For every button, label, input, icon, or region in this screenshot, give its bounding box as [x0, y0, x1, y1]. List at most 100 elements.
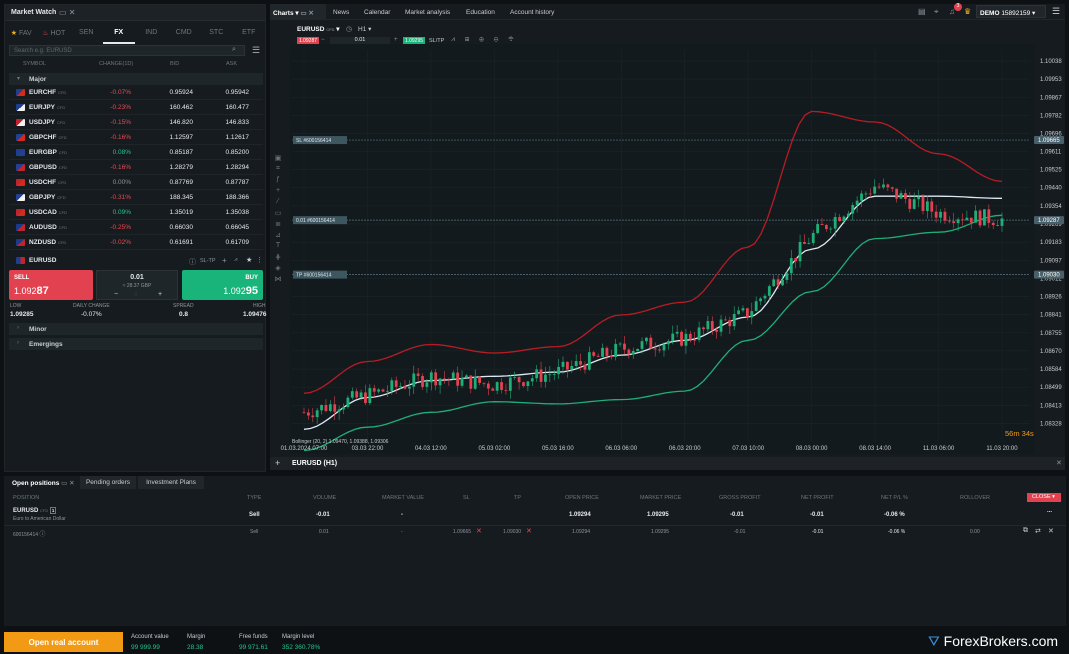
tab-sen[interactable]: SEN — [79, 29, 94, 36]
col-bid[interactable]: BID — [170, 61, 180, 67]
tab-education[interactable]: Education — [466, 9, 495, 16]
search-icon[interactable]: ⌕ — [232, 46, 236, 53]
col-change[interactable]: CHANGE(1D) — [99, 61, 134, 67]
plus-icon[interactable]: + — [222, 256, 227, 265]
sell-button[interactable]: SELL 1.09287 — [9, 270, 93, 300]
tab-investment-plans[interactable]: Investment Plans — [138, 476, 204, 489]
remove-sl-icon[interactable]: ✕ — [476, 528, 482, 535]
close-position-icon[interactable]: ✕ — [1048, 528, 1054, 535]
chart-sell-button[interactable]: 1.09287 — [297, 37, 319, 45]
group-emergings[interactable]: › Emergings — [9, 338, 263, 350]
close-icon[interactable]: ✕ — [1056, 460, 1062, 467]
symbol-bid[interactable]: 1.12597 — [169, 134, 194, 141]
remove-tp-icon[interactable]: ✕ — [526, 528, 532, 535]
symbol-row[interactable]: GBPUSD CFD -0.16% 1.28279 1.28294 — [9, 160, 263, 175]
plus-button[interactable]: + — [158, 291, 163, 298]
rectangle-icon[interactable]: ▭ — [274, 210, 282, 217]
symbol-ask[interactable]: 0.66045 — [225, 224, 250, 231]
tab-calendar[interactable]: Calendar — [364, 9, 391, 16]
channel-icon[interactable]: ⋕ — [275, 254, 281, 261]
symbol-bid[interactable]: 160.462 — [169, 104, 194, 111]
symbol-row[interactable]: GBPCHF CFD -0.16% 1.12597 1.12617 — [9, 130, 263, 145]
symbol-row[interactable]: USDCAD CFD 0.09% 1.35019 1.35038 — [9, 205, 263, 220]
col-sl[interactable]: SL — [463, 495, 470, 501]
network-icon[interactable]: ⌖ — [934, 7, 939, 16]
account-selector[interactable]: DEMO 15892159 ▾ — [976, 5, 1046, 18]
symbol-search-input[interactable]: Search e.g. EURUSD — [9, 45, 245, 56]
tab-hot[interactable]: ♨ HOT — [42, 30, 66, 37]
col-tp[interactable]: TP — [514, 495, 522, 501]
symbol-bid[interactable]: 1.28279 — [169, 164, 194, 171]
symbol-ask[interactable]: 0.85200 — [225, 149, 250, 156]
group-major[interactable]: ▾ Major — [9, 73, 263, 85]
menu-icon[interactable]: ☰ — [1052, 6, 1061, 16]
position-detail-row[interactable]: 600156414 ⓘ Sell 0.01 - 1.09665 ✕ 1.0903… — [4, 525, 1066, 538]
symbol-bid[interactable]: 1.35019 — [169, 209, 194, 216]
chart-icon[interactable]: ⩘ — [234, 257, 238, 263]
symbol-row[interactable]: NZDUSD CFD -0.02% 0.61691 0.61709 — [9, 235, 263, 250]
crosshair-icon[interactable]: ⌗ — [276, 165, 280, 172]
reverse-icon[interactable]: ⇄ — [1035, 528, 1041, 535]
share-icon[interactable]: ⋈ — [274, 276, 282, 283]
timeframe-selector[interactable]: H1 ▾ — [358, 26, 372, 33]
clock-icon[interactable]: ◷ — [346, 26, 353, 33]
minus-button[interactable]: − — [114, 291, 119, 298]
symbol-row[interactable]: USDCHF CFD 0.00% 0.87769 0.87787 — [9, 175, 263, 190]
favorite-star-icon[interactable]: ★ — [246, 257, 253, 264]
cursor-icon[interactable]: ▣ — [274, 155, 282, 162]
fibonacci-icon[interactable]: ≣ — [275, 221, 281, 228]
symbol-row[interactable]: EURGBP CFD 0.08% 0.85187 0.85200 — [9, 145, 263, 160]
chart-footer-symbol[interactable]: EURUSD (H1) — [292, 460, 338, 467]
layout-icon[interactable]: ▤ — [918, 7, 926, 16]
plus-button[interactable]: + — [394, 37, 398, 43]
add-chart-icon[interactable]: + — [275, 458, 281, 468]
symbol-ask[interactable]: 0.87787 — [225, 179, 250, 186]
symbol-bid[interactable]: 146.820 — [169, 119, 194, 126]
symbol-bid[interactable]: 188.345 — [169, 194, 194, 201]
cross-icon[interactable]: + — [275, 187, 281, 194]
minus-button[interactable]: − — [321, 37, 325, 43]
selected-symbol-row[interactable]: EURUSD ⓘ SL-TP + ⩘ ★ ⋮ — [9, 254, 263, 267]
position-row[interactable]: EURUSD CFD 1 Euro to American Dollar Sel… — [13, 507, 1053, 522]
buy-button[interactable]: BUY 1.09295 — [182, 270, 263, 300]
symbol-row[interactable]: USDJPY CFD -0.15% 146.820 146.833 — [9, 115, 263, 130]
symbol-ask[interactable]: 1.35038 — [225, 209, 250, 216]
col-rollover[interactable]: ROLLOVER — [960, 495, 990, 501]
col-market-value[interactable]: MARKET VALUE — [382, 495, 424, 501]
close-all-button[interactable]: CLOSE ▾ — [1027, 493, 1061, 502]
fx-icon[interactable]: ƒ — [276, 176, 280, 183]
tab-news[interactable]: News — [333, 9, 350, 16]
symbol-bid[interactable]: 0.61691 — [169, 239, 194, 246]
symbol-row[interactable]: EURCHF CFD -0.07% 0.95924 0.95942 — [9, 85, 263, 100]
symbol-bid[interactable]: 0.85187 — [169, 149, 194, 156]
symbol-bid[interactable]: 0.95924 — [169, 89, 194, 96]
indicator-legend[interactable]: Bollinger (20, 2) 1.09470, 1.09388, 1.09… — [292, 439, 389, 445]
tab-fx[interactable]: FX — [102, 22, 135, 44]
lock-icon[interactable]: ◌ — [134, 292, 138, 298]
symbol-ask[interactable]: 0.61709 — [225, 239, 250, 246]
sltp-toggle[interactable]: SL-TP — [200, 258, 216, 264]
text-icon[interactable]: T — [275, 242, 281, 249]
copy-icon[interactable]: ⧉ — [1023, 527, 1028, 534]
bell-icon[interactable]: ♫ — [949, 7, 955, 16]
symbol-row[interactable]: GBPJPY CFD -0.31% 188.345 188.366 — [9, 190, 263, 205]
list-view-icon[interactable]: ☰ — [252, 45, 261, 55]
symbol-ask[interactable]: 0.95942 — [225, 89, 250, 96]
chart-sltp-button[interactable]: SL/TP — [429, 38, 445, 44]
symbol-row[interactable]: AUDUSD CFD -0.25% 0.66030 0.66045 — [9, 220, 263, 235]
tab-open-positions[interactable]: Open positions ▭ ✕ — [4, 476, 78, 489]
info-icon[interactable]: ⓘ — [189, 259, 196, 266]
col-market-price[interactable]: MARKET PRICE — [640, 495, 682, 501]
col-ask[interactable]: ASK — [226, 61, 238, 67]
chart-tools-icons[interactable]: ⩘ ⊞ ⊕ ⊖ ✥ — [451, 36, 518, 43]
tab-account-history[interactable]: Account history — [510, 9, 555, 16]
symbol-ask[interactable]: 1.28294 — [225, 164, 250, 171]
symbol-bid[interactable]: 0.66030 — [169, 224, 194, 231]
trend-icon[interactable]: ⊿ — [275, 232, 281, 239]
tab-etf[interactable]: ETF — [242, 29, 256, 36]
col-symbol[interactable]: SYMBOL — [23, 61, 46, 67]
panel-window-icons[interactable]: ▭ ✕ — [59, 8, 76, 17]
volume-value[interactable]: 0.01 — [130, 274, 144, 281]
symbol-ask[interactable]: 160.477 — [225, 104, 250, 111]
crown-icon[interactable]: ♛ — [964, 7, 972, 16]
